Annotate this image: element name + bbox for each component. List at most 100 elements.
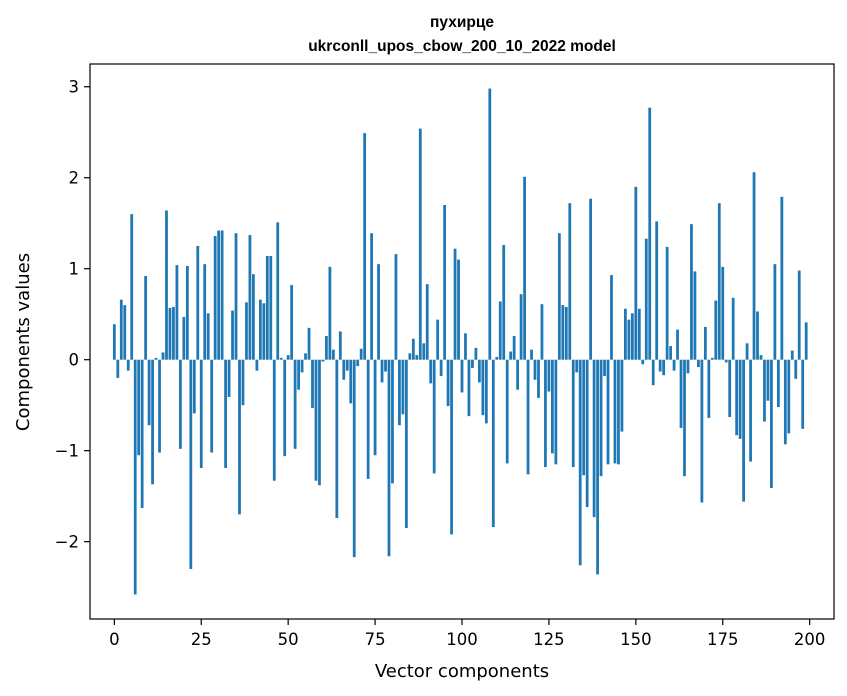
- bar: [540, 304, 544, 360]
- x-tick-label: 150: [620, 630, 652, 649]
- bar: [530, 349, 533, 360]
- bar: [359, 348, 363, 360]
- bar: [238, 359, 241, 515]
- bar: [252, 274, 255, 360]
- x-axis-label: Vector components: [375, 661, 549, 682]
- bar: [265, 255, 269, 360]
- bar: [491, 359, 495, 528]
- bar: [690, 224, 693, 360]
- bar: [599, 359, 603, 477]
- bar: [349, 359, 353, 404]
- y-axis-ticks: −2 −1 0 1 2 3: [55, 78, 90, 552]
- bar: [151, 359, 154, 485]
- bar: [224, 359, 227, 468]
- bar: [391, 359, 394, 484]
- bar: [658, 359, 662, 372]
- bar: [523, 176, 526, 360]
- bar: [613, 359, 617, 464]
- bar: [203, 264, 207, 360]
- bar: [328, 266, 332, 360]
- bar: [192, 359, 196, 414]
- title-line-1: пухирце: [430, 14, 494, 31]
- bar: [502, 245, 506, 360]
- bar: [693, 271, 697, 360]
- bar: [380, 359, 384, 383]
- bar: [697, 359, 700, 367]
- bar: [703, 326, 707, 360]
- bar: [262, 303, 266, 360]
- bar: [210, 359, 214, 453]
- bar: [325, 336, 328, 360]
- bar: [787, 359, 791, 434]
- x-tick-label: 100: [446, 630, 478, 649]
- bar: [620, 359, 624, 432]
- bar: [610, 275, 613, 360]
- y-tick-label: 0: [69, 351, 80, 370]
- bar: [488, 88, 492, 360]
- x-tick-label: 0: [109, 630, 120, 649]
- bar: [116, 359, 120, 378]
- bar: [133, 359, 137, 595]
- title-line-2: ukrconll_upos_cbow_200_10_2022 model: [308, 38, 616, 55]
- bar: [411, 338, 415, 360]
- bar: [352, 359, 356, 558]
- bar: [714, 300, 718, 360]
- bar: [676, 329, 679, 360]
- bar: [686, 359, 690, 374]
- bar: [592, 359, 596, 518]
- bar: [126, 359, 130, 371]
- bar: [794, 359, 798, 379]
- bar: [231, 310, 234, 360]
- bar: [537, 359, 540, 398]
- y-axis-label: Components values: [13, 253, 34, 431]
- bar: [425, 284, 429, 360]
- bar: [422, 343, 426, 360]
- y-tick-label: 3: [69, 78, 80, 97]
- bar: [627, 319, 631, 360]
- bar: [112, 324, 116, 360]
- bar: [119, 299, 123, 360]
- bar: [304, 353, 307, 360]
- bar: [436, 319, 440, 360]
- bar: [544, 359, 547, 468]
- bar: [318, 359, 321, 486]
- bar: [248, 235, 252, 360]
- bar: [801, 359, 805, 429]
- bar: [279, 357, 283, 360]
- bar: [745, 343, 749, 360]
- bar: [314, 359, 318, 481]
- bar: [234, 233, 238, 360]
- bar: [773, 264, 777, 360]
- bar: [484, 359, 488, 424]
- bar: [130, 214, 134, 360]
- bar: [770, 359, 773, 488]
- bar: [683, 359, 686, 477]
- bar: [363, 133, 367, 360]
- chart-title: пухирце ukrconll_upos_cbow_200_10_2022 m…: [308, 14, 616, 55]
- bar: [227, 359, 231, 397]
- bar: [471, 359, 474, 368]
- bar: [342, 359, 346, 380]
- bar: [429, 359, 433, 384]
- bar: [370, 233, 373, 360]
- x-tick-label: 175: [707, 630, 739, 649]
- x-tick-label: 75: [365, 630, 386, 649]
- bar: [679, 359, 683, 428]
- bar: [321, 359, 325, 362]
- bar: [394, 254, 398, 360]
- bar: [804, 322, 808, 360]
- bar: [707, 359, 711, 418]
- bar: [665, 246, 669, 360]
- bar: [575, 359, 579, 373]
- bar: [377, 264, 380, 360]
- bar: [582, 359, 586, 476]
- bar: [335, 359, 339, 519]
- bar: [140, 359, 144, 508]
- bar: [756, 311, 759, 360]
- bar: [742, 359, 745, 502]
- bar: [596, 359, 599, 575]
- bar: [443, 205, 447, 360]
- bar: [662, 359, 666, 376]
- bar: [557, 233, 561, 360]
